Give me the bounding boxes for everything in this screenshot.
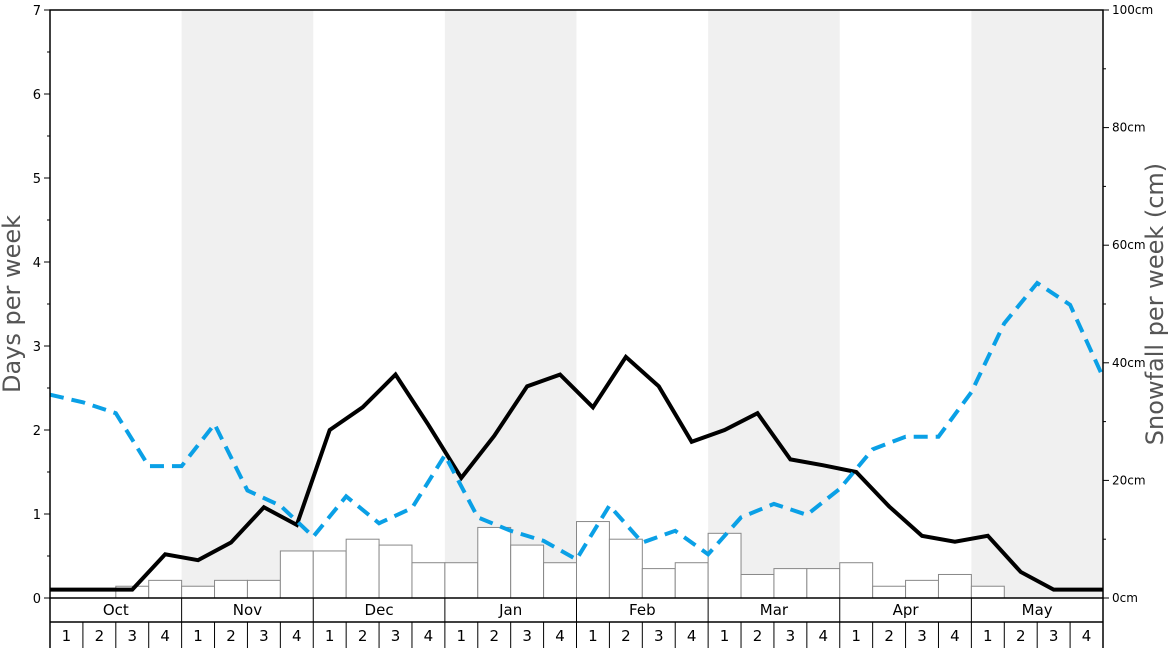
left-tick-label: 2 [33, 424, 41, 439]
week-label: 4 [292, 627, 302, 645]
week-label: 4 [819, 627, 829, 645]
week-label: 2 [621, 627, 631, 645]
week-label: 4 [424, 627, 434, 645]
snowfall-bar [411, 562, 446, 599]
week-label: 4 [950, 627, 960, 645]
snowfall-bar [839, 562, 874, 599]
week-label: 1 [588, 627, 598, 645]
week-label: 1 [983, 627, 993, 645]
week-label: 1 [325, 627, 335, 645]
snowfall-bar [608, 538, 643, 599]
right-axis-title: Snowfall per week (cm) [1141, 163, 1168, 445]
week-label: 1 [457, 627, 467, 645]
snowfall-bar [773, 568, 808, 599]
week-label: 3 [391, 627, 401, 645]
week-label: 4 [687, 627, 697, 645]
snowfall-bar [905, 579, 939, 599]
snowfall-bar [181, 585, 216, 599]
left-tick-label: 1 [33, 508, 41, 523]
snowfall-bar [937, 573, 972, 599]
month-label: Apr [893, 601, 920, 619]
week-label: 2 [226, 627, 236, 645]
week-label: 3 [786, 627, 796, 645]
right-tick-label: 60cm [1112, 238, 1146, 252]
week-label: 1 [720, 627, 730, 645]
snowfall-bars [115, 521, 1005, 599]
week-label: 3 [522, 627, 532, 645]
snowfall-bar [740, 573, 775, 599]
series-lines [49, 280, 1105, 592]
month-band-mar [708, 10, 840, 598]
left-tick-label: 4 [33, 256, 41, 271]
right-tick-label: 80cm [1112, 121, 1146, 135]
solid-series-line [50, 353, 1103, 592]
snowfall-bar [806, 568, 841, 599]
snowfall-bar [543, 562, 577, 599]
snowfall-bar [970, 585, 1005, 599]
week-label: 3 [127, 627, 137, 645]
left-tick-label: 7 [33, 4, 41, 19]
left-tick-label: 3 [33, 340, 41, 355]
week-label: 4 [1082, 627, 1092, 645]
week-label: 3 [654, 627, 664, 645]
snowfall-bar [872, 585, 907, 599]
snowfall-bar [279, 550, 314, 599]
dashed-series-line [49, 280, 1105, 563]
snowfall-bar [312, 550, 347, 599]
week-label: 2 [1016, 627, 1026, 645]
week-label: 4 [160, 627, 170, 645]
snowfall-bar [707, 532, 742, 599]
right-tick-label: 0cm [1112, 591, 1138, 605]
snowfall-bar [246, 579, 281, 599]
left-tick-label: 6 [33, 88, 41, 103]
month-label: Dec [365, 601, 394, 619]
week-label: 2 [884, 627, 894, 645]
week-label: 1 [193, 627, 203, 645]
month-band-may [971, 10, 1103, 598]
month-label: May [1022, 601, 1053, 619]
week-label: 2 [358, 627, 368, 645]
left-axis-title: Days per week [0, 215, 26, 393]
right-tick-label: 20cm [1112, 473, 1146, 487]
month-band-jan [444, 10, 577, 598]
month-label: Oct [103, 601, 129, 619]
month-label: Jan [498, 601, 522, 619]
month-label: Nov [233, 601, 262, 619]
snowfall-bar [378, 544, 413, 599]
snowfall-bar [641, 568, 676, 599]
month-label: Feb [629, 601, 656, 619]
week-label: 3 [1049, 627, 1059, 645]
right-y-axis: 0cm 20cm 40cm 60cm 80cm 100cm [1103, 3, 1153, 605]
week-label: 4 [555, 627, 565, 645]
week-label: 3 [259, 627, 269, 645]
week-label: 2 [753, 627, 763, 645]
week-label: 2 [95, 627, 105, 645]
month-band-nov [181, 10, 314, 598]
left-tick-label: 5 [33, 172, 41, 187]
snowfall-bar [444, 562, 479, 599]
snowfall-bar [345, 538, 380, 599]
snowfall-bar [148, 579, 183, 599]
right-tick-label: 40cm [1112, 356, 1146, 370]
week-label: 1 [62, 627, 72, 645]
snowfall-bar [674, 562, 709, 599]
left-tick-label: 0 [33, 592, 41, 607]
snowfall-bar [510, 544, 545, 599]
snowfall-bar [214, 579, 248, 599]
x-axis-table: Oct Nov Dec Jan Feb Mar Apr May 1 2 3 4 1 2 3 4 1 2 3 4 1 2 3 4… [49, 598, 1104, 648]
month-label: Mar [760, 601, 789, 619]
week-label: 2 [489, 627, 499, 645]
month-shading [181, 10, 1103, 598]
right-tick-label: 100cm [1112, 3, 1153, 17]
week-label: 1 [851, 627, 861, 645]
week-label: 3 [917, 627, 927, 645]
snowfall-bar [477, 526, 512, 599]
left-y-axis: 0 1 2 3 4 5 6 7 [33, 4, 50, 607]
